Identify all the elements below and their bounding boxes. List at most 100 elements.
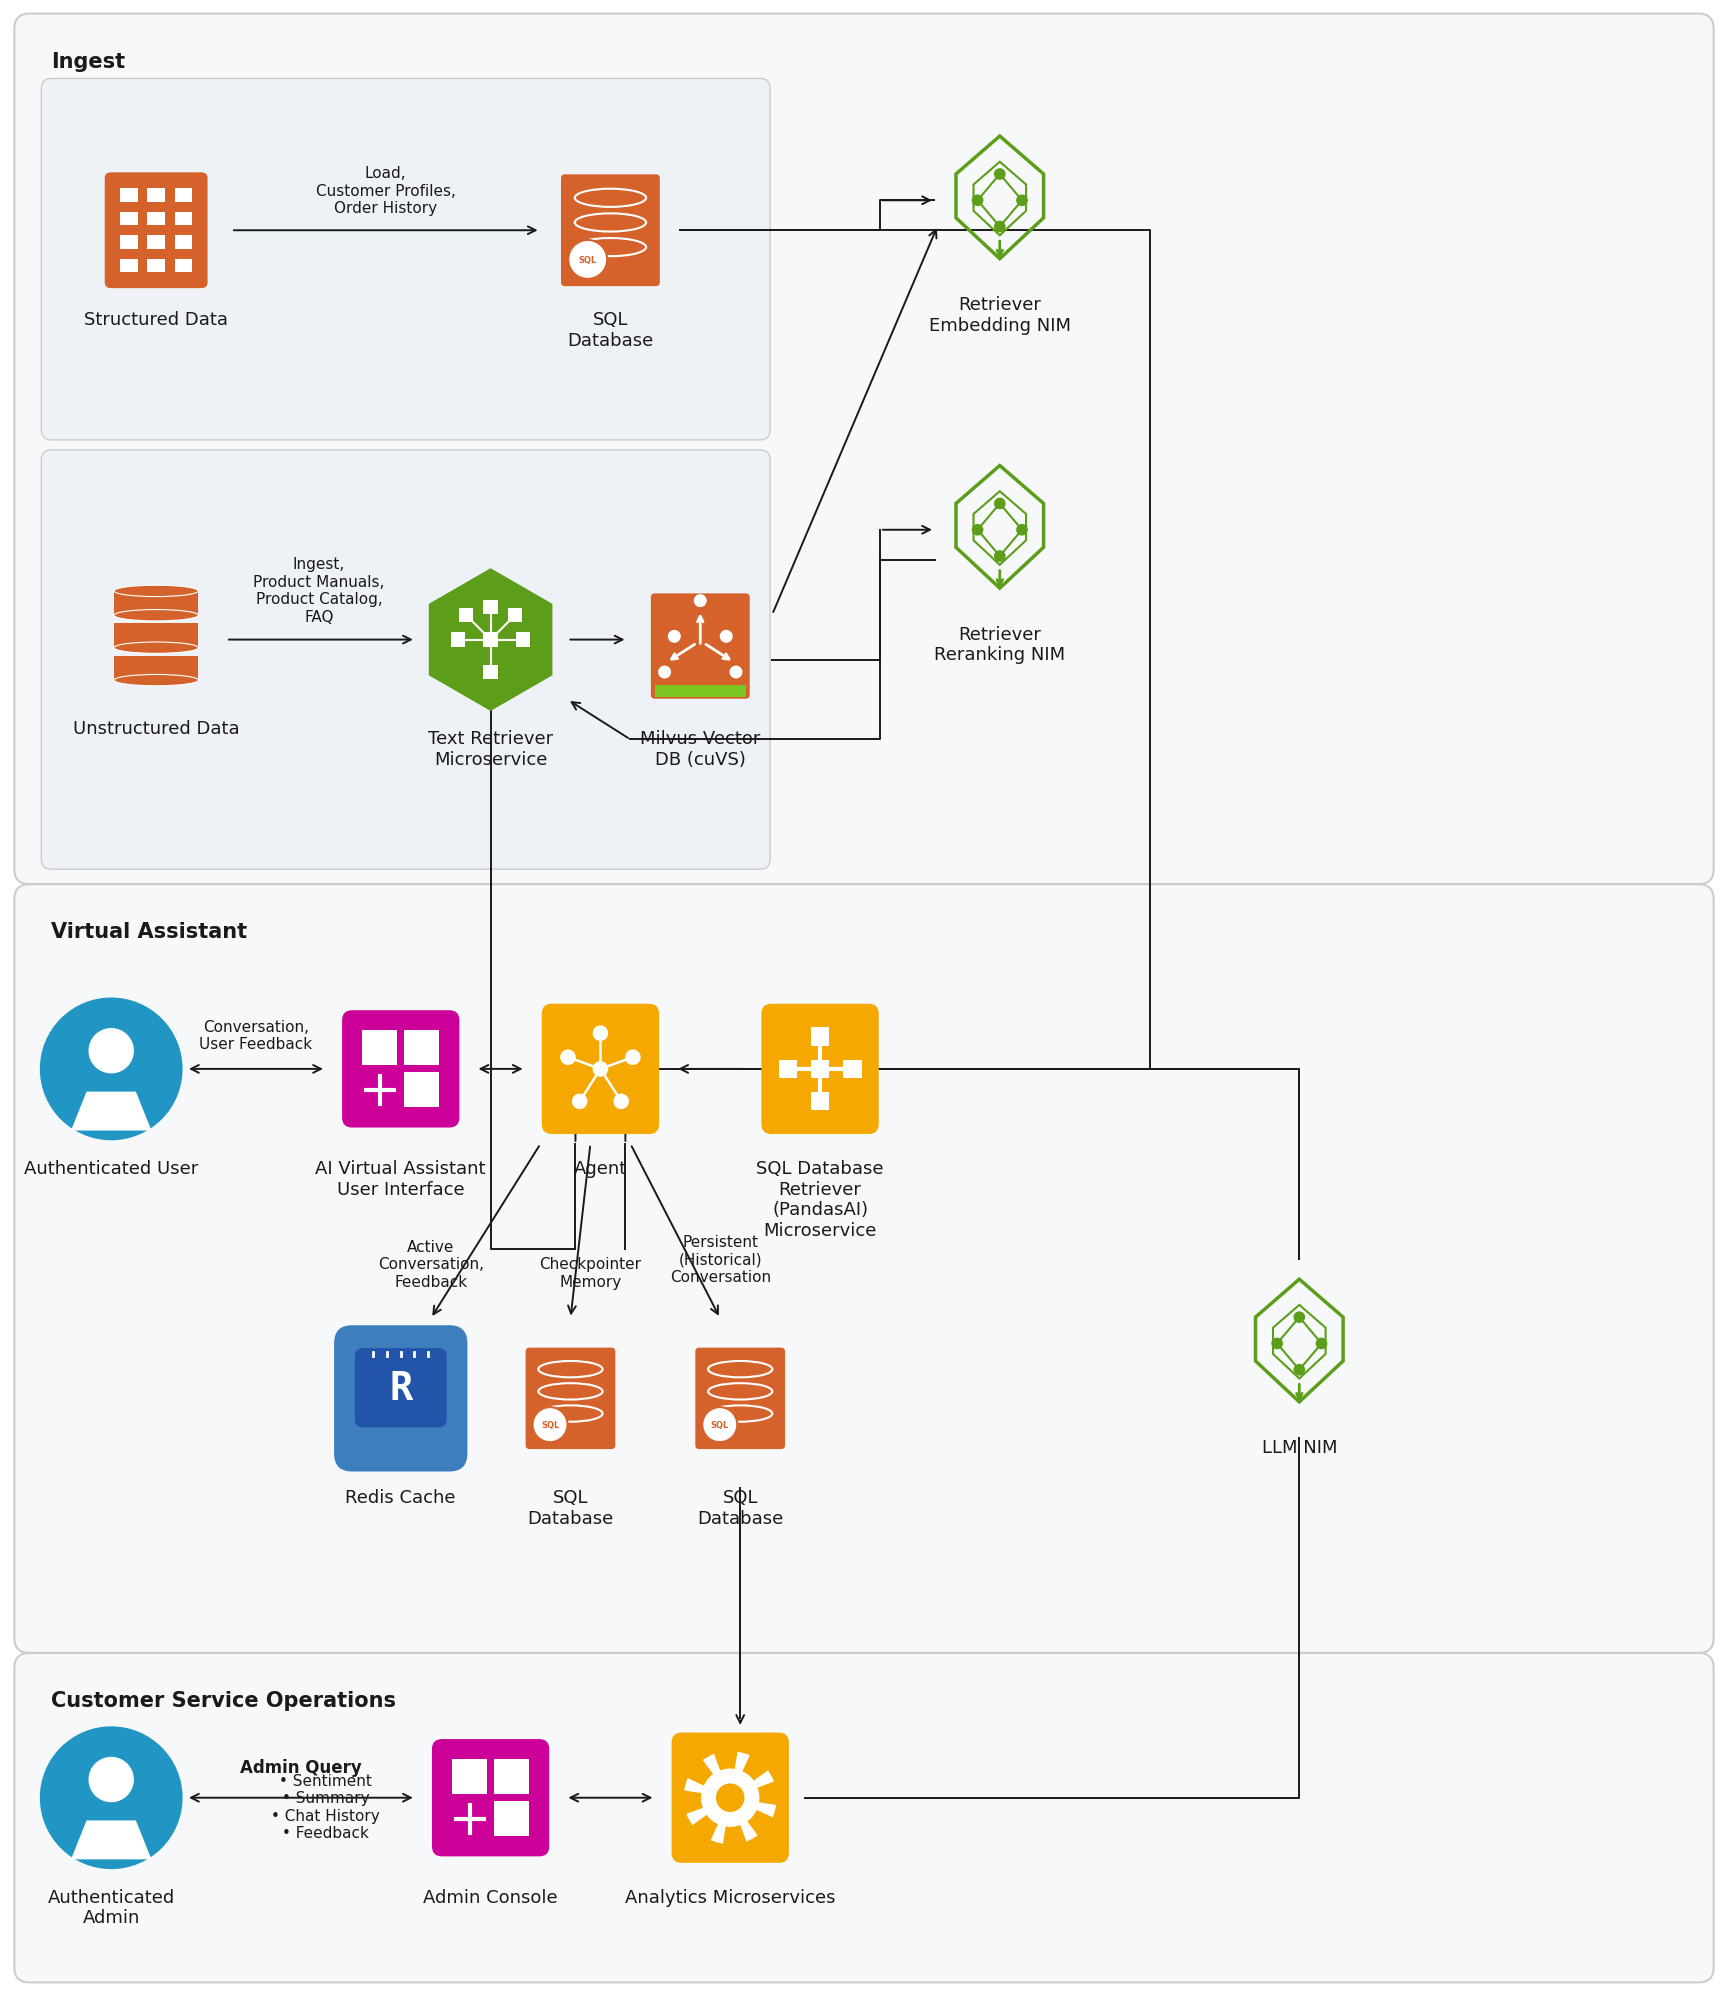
Circle shape (994, 498, 1005, 509)
Text: SQL
Database: SQL Database (566, 312, 653, 350)
Ellipse shape (708, 1383, 772, 1401)
Text: Checkpointer
Memory: Checkpointer Memory (539, 1257, 641, 1289)
Bar (362, 1031, 397, 1067)
Text: LLM NIM: LLM NIM (1261, 1439, 1337, 1457)
Bar (175, 260, 192, 274)
Text: SQL
Database: SQL Database (696, 1489, 783, 1526)
Text: Active
Conversation,
Feedback: Active Conversation, Feedback (378, 1239, 483, 1289)
Text: SQL: SQL (710, 1421, 729, 1429)
Ellipse shape (708, 1407, 772, 1423)
Circle shape (592, 1061, 608, 1077)
Bar (147, 236, 165, 250)
Bar (404, 1031, 438, 1067)
Bar (494, 1760, 528, 1794)
Text: Virtual Assistant: Virtual Assistant (52, 921, 248, 941)
FancyBboxPatch shape (760, 1005, 878, 1135)
Circle shape (559, 1049, 575, 1065)
Ellipse shape (539, 1407, 603, 1423)
Circle shape (994, 170, 1005, 180)
FancyBboxPatch shape (14, 885, 1713, 1652)
FancyBboxPatch shape (334, 1325, 468, 1473)
Ellipse shape (575, 190, 646, 208)
FancyBboxPatch shape (651, 593, 750, 699)
Text: Structured Data: Structured Data (85, 312, 229, 330)
Circle shape (532, 1407, 566, 1443)
Circle shape (994, 222, 1005, 234)
Bar (147, 260, 165, 274)
Text: Conversation,
User Feedback: Conversation, User Feedback (199, 1019, 312, 1051)
Text: Milvus Vector
DB (cuVS): Milvus Vector DB (cuVS) (639, 729, 760, 769)
Ellipse shape (114, 609, 197, 621)
Text: Retriever
Reranking NIM: Retriever Reranking NIM (934, 625, 1065, 663)
Bar (483, 633, 497, 647)
Circle shape (972, 196, 982, 208)
Polygon shape (428, 569, 553, 711)
FancyBboxPatch shape (672, 1732, 788, 1862)
Circle shape (1315, 1339, 1327, 1349)
Bar (811, 1061, 828, 1079)
Text: Authenticated User: Authenticated User (24, 1159, 197, 1177)
Ellipse shape (539, 1361, 603, 1379)
Text: Retriever
Embedding NIM: Retriever Embedding NIM (928, 296, 1070, 336)
Bar (459, 609, 473, 623)
Text: Persistent
(Historical)
Conversation: Persistent (Historical) Conversation (669, 1235, 771, 1285)
FancyBboxPatch shape (542, 1005, 658, 1135)
Ellipse shape (114, 585, 197, 597)
Text: Load,
Customer Profiles,
Order History: Load, Customer Profiles, Order History (315, 166, 456, 216)
Text: SQL
Database: SQL Database (527, 1489, 613, 1526)
Circle shape (592, 1025, 608, 1041)
Ellipse shape (114, 643, 197, 653)
Text: AI Virtual Assistant
User Interface: AI Virtual Assistant User Interface (315, 1159, 485, 1199)
Bar (778, 1061, 797, 1079)
Bar (121, 236, 137, 250)
Circle shape (88, 1756, 133, 1802)
Bar (483, 665, 497, 679)
FancyBboxPatch shape (14, 1652, 1713, 1982)
Bar (114, 623, 197, 649)
Circle shape (568, 242, 606, 280)
Ellipse shape (575, 240, 646, 258)
Bar (147, 212, 165, 226)
Bar (147, 190, 165, 202)
Circle shape (625, 1049, 641, 1065)
Bar (114, 657, 197, 681)
FancyBboxPatch shape (341, 1011, 459, 1129)
Text: R: R (390, 1369, 412, 1407)
Circle shape (994, 551, 1005, 563)
Bar (811, 1093, 828, 1111)
Text: Customer Service Operations: Customer Service Operations (52, 1690, 397, 1710)
Circle shape (719, 631, 733, 643)
Circle shape (693, 595, 707, 607)
Bar (655, 685, 745, 697)
Bar (175, 212, 192, 226)
Text: Authenticated
Admin: Authenticated Admin (47, 1888, 175, 1926)
Text: Unstructured Data: Unstructured Data (73, 719, 239, 737)
FancyBboxPatch shape (525, 1349, 615, 1449)
FancyBboxPatch shape (42, 80, 769, 442)
Text: Text Retriever
Microservice: Text Retriever Microservice (428, 729, 553, 769)
Circle shape (40, 999, 182, 1141)
Text: SQL Database
Retriever
(PandasAI)
Microservice: SQL Database Retriever (PandasAI) Micros… (755, 1159, 883, 1239)
Circle shape (88, 1029, 133, 1073)
Circle shape (1271, 1339, 1282, 1349)
Polygon shape (684, 1752, 776, 1844)
Circle shape (715, 1784, 745, 1812)
Text: Analytics Microservices: Analytics Microservices (625, 1888, 835, 1906)
Bar (507, 609, 521, 623)
Text: Admin Query: Admin Query (241, 1758, 362, 1776)
Text: Agent: Agent (573, 1159, 627, 1177)
Bar (114, 591, 197, 615)
Ellipse shape (539, 1383, 603, 1401)
Bar (843, 1061, 861, 1079)
FancyBboxPatch shape (431, 1738, 549, 1856)
Text: Redis Cache: Redis Cache (345, 1489, 456, 1506)
Circle shape (572, 1095, 587, 1109)
Ellipse shape (575, 214, 646, 232)
FancyBboxPatch shape (695, 1349, 785, 1449)
Ellipse shape (708, 1361, 772, 1379)
Text: Ingest,
Product Manuals,
Product Catalog,
FAQ: Ingest, Product Manuals, Product Catalog… (253, 557, 385, 623)
Circle shape (1015, 525, 1027, 535)
Bar (483, 601, 497, 615)
FancyBboxPatch shape (14, 14, 1713, 885)
Text: SQL: SQL (578, 256, 596, 266)
